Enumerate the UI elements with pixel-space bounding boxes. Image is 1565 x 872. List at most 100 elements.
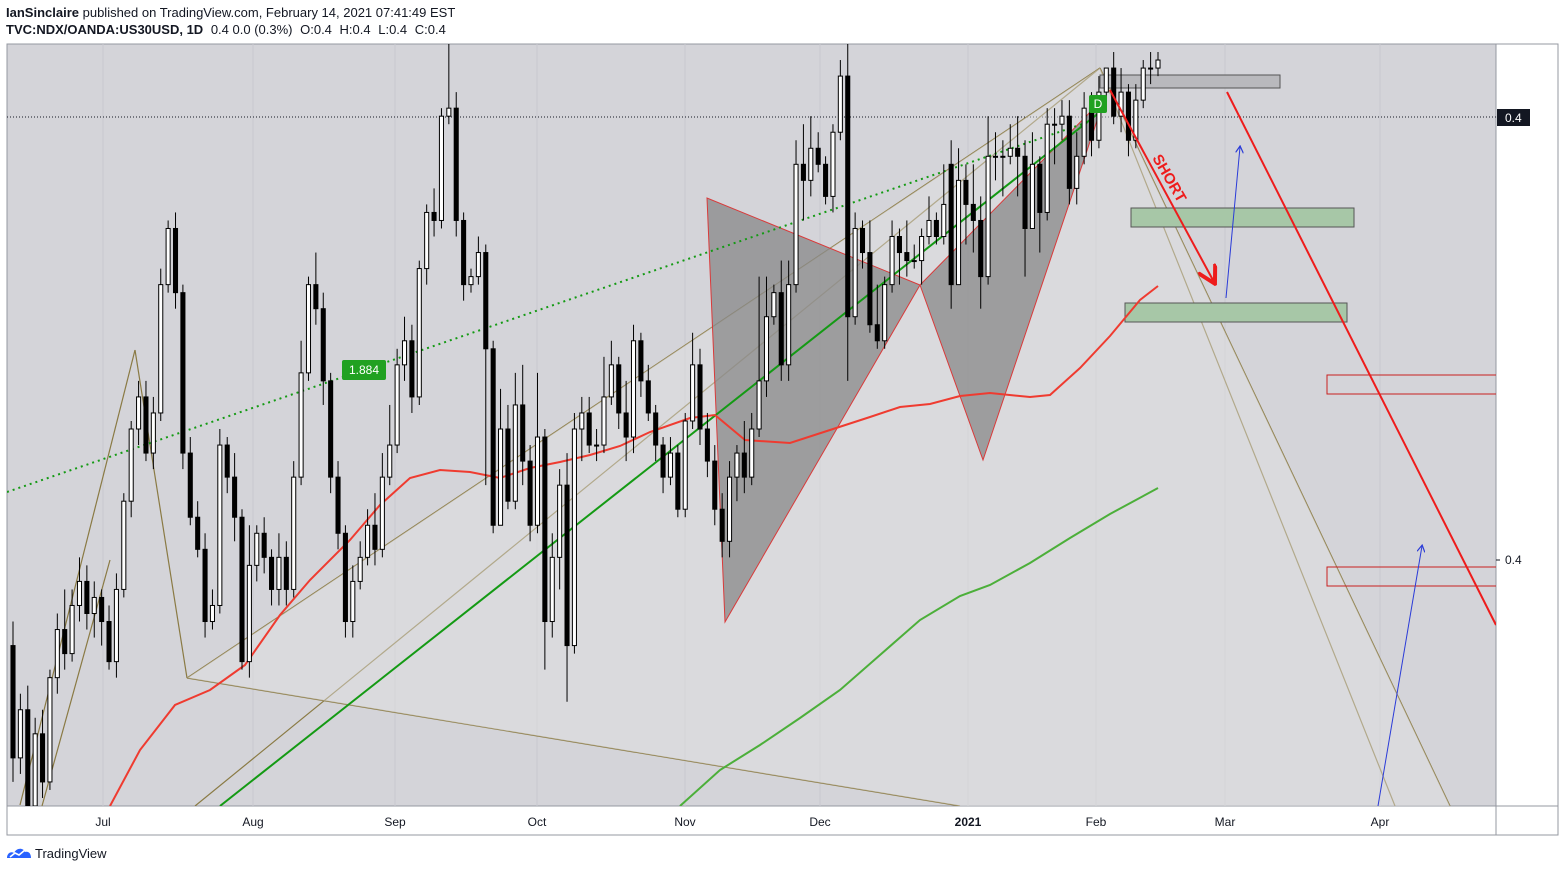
candle-body <box>158 284 164 414</box>
candle-body <box>564 484 570 647</box>
candle-body <box>342 532 348 623</box>
candle-body <box>956 179 962 286</box>
candle-body <box>106 621 112 663</box>
candle-body <box>852 227 858 318</box>
candle-body <box>431 211 437 221</box>
candle-body <box>837 75 843 133</box>
candle-body <box>387 444 393 478</box>
candle-body <box>697 364 703 430</box>
tradingview-brand[interactable]: TradingView <box>6 845 107 861</box>
candle-body <box>963 179 969 205</box>
candle-body <box>320 308 326 382</box>
candle-body <box>187 452 193 518</box>
candle-body <box>379 476 385 550</box>
candle-body <box>261 532 267 558</box>
candle-body <box>291 476 297 590</box>
harmonic-pattern <box>706 96 1106 624</box>
symbol-name[interactable]: TVC:NDX/OANDA:US30USD, 1D <box>6 22 204 37</box>
point-d-badge: D <box>1089 95 1107 113</box>
candle-body <box>217 444 223 606</box>
candle-body <box>771 292 777 318</box>
last-price-label: 0.4 <box>1497 109 1530 126</box>
zone-red-upper <box>1326 374 1496 395</box>
candle-body <box>919 236 925 262</box>
candle-body <box>490 348 496 526</box>
candle-body <box>690 364 696 422</box>
candle-body <box>172 227 179 294</box>
candle-body <box>712 460 718 510</box>
candle-body <box>926 219 932 238</box>
candle-body <box>350 580 356 623</box>
candle-body <box>1037 163 1043 213</box>
candle-body <box>793 163 799 286</box>
candle-body <box>1081 107 1087 157</box>
candle-body <box>1022 155 1028 229</box>
dotted-trend-line <box>7 117 1101 493</box>
down-line <box>1226 91 1496 626</box>
candle-body <box>1044 123 1050 213</box>
candle-body <box>91 596 97 614</box>
pattern-triangle-left <box>706 197 921 624</box>
candle-body <box>1007 147 1013 157</box>
candle-body <box>254 532 260 566</box>
candle-body <box>830 131 836 197</box>
candle-body <box>1015 147 1021 157</box>
publish-info: IanSinclaire published on TradingView.co… <box>6 5 455 20</box>
zone-red-lower <box>1326 566 1496 587</box>
candle-body <box>10 645 16 759</box>
candle-body <box>25 709 31 806</box>
candle-body <box>933 219 939 238</box>
author-name[interactable]: IanSinclaire <box>6 5 79 20</box>
candle-body <box>1140 67 1146 101</box>
candle-body <box>734 452 740 478</box>
candle-body <box>623 412 629 438</box>
candle-body <box>941 203 947 238</box>
x-tick-label: Sep <box>384 815 406 829</box>
candle-body <box>845 75 851 318</box>
candle-body <box>763 316 770 382</box>
candle-body <box>608 364 614 398</box>
ohlc-high: H:0.4 <box>339 22 371 37</box>
candle-body <box>1125 91 1131 141</box>
candle-body <box>808 147 814 181</box>
candle-body <box>99 596 105 623</box>
candle-body <box>601 396 607 446</box>
candle-body <box>1133 99 1139 141</box>
ma-slow-line <box>679 487 1159 806</box>
candle-body <box>165 227 171 286</box>
candle-body <box>675 452 681 510</box>
candle-body <box>224 444 230 478</box>
pattern-triangle-right <box>919 96 1106 462</box>
candle-body <box>76 580 83 606</box>
target-arrow-lower <box>1377 546 1422 806</box>
candle-body <box>17 709 23 759</box>
y-tick-label: 0.4 <box>1505 553 1522 567</box>
candle-body <box>121 500 127 590</box>
candle-body <box>904 252 910 262</box>
candle-body <box>209 604 215 623</box>
candle-body <box>630 340 637 438</box>
x-tick-label: Apr <box>1371 815 1390 829</box>
candle-body <box>1029 163 1035 229</box>
candle-body <box>1059 115 1065 125</box>
candle-body <box>889 236 895 286</box>
candle-body <box>54 629 60 679</box>
candle-body <box>47 677 53 783</box>
candle-body <box>660 444 666 478</box>
candle-body <box>150 412 156 454</box>
candle-body <box>269 556 275 590</box>
candle-body <box>305 284 312 374</box>
zone-green-upper <box>1130 207 1355 228</box>
candle-body <box>40 733 46 783</box>
candle-body <box>874 324 880 342</box>
x-tick-label: Jul <box>95 815 110 829</box>
candle-body <box>239 516 245 663</box>
candle-body <box>985 155 991 278</box>
ma-fast-line <box>109 285 1159 806</box>
candle-body <box>786 284 792 366</box>
candle-body <box>571 428 577 647</box>
ratio-label: 1.884 <box>349 363 379 377</box>
candle-body <box>394 364 400 446</box>
candle-body <box>246 564 252 663</box>
